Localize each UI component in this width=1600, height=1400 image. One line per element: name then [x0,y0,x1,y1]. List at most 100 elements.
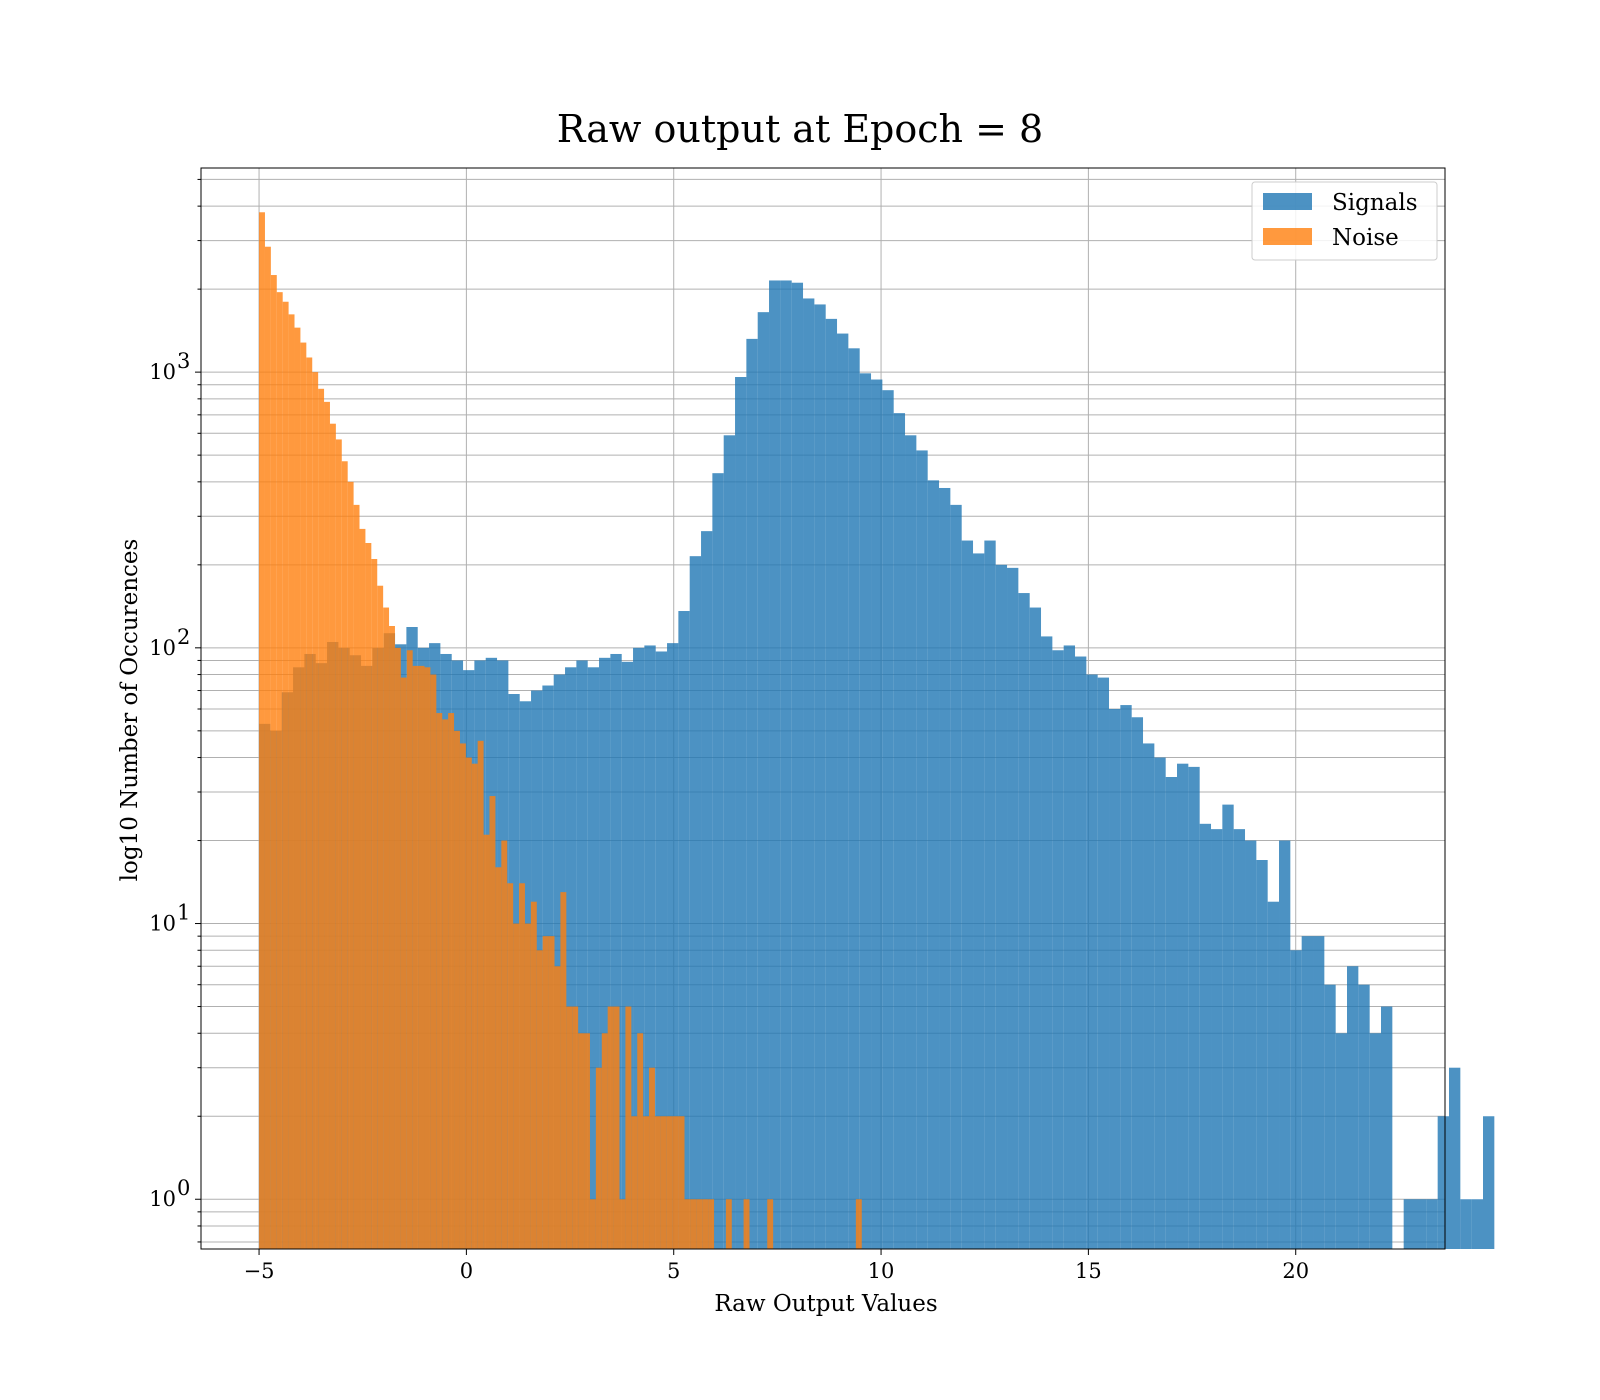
bar-signals [1426,1199,1438,1249]
bar-noise [371,558,378,1249]
bar-noise [341,461,348,1249]
bar-noise [649,1067,655,1249]
bar-noise [613,1006,620,1249]
bar-signals [814,304,826,1249]
bar-signals [1358,984,1370,1249]
bar-noise [767,1199,774,1249]
bar-signals [633,647,645,1249]
bar-signals [1177,763,1189,1249]
bar-noise [424,667,431,1249]
bar-signals [1143,743,1155,1249]
y-tick-label: 10 [149,636,176,660]
bar-signals [1449,1067,1461,1249]
bar-signals [1290,950,1302,1249]
bar-signals [587,667,600,1249]
bar-signals [644,645,656,1249]
bar-noise [329,423,336,1249]
bar-signals [735,377,747,1249]
bar-noise [347,481,354,1249]
bar-signals [712,473,724,1249]
bar-signals [1075,656,1087,1249]
bar-signals [1301,936,1314,1249]
bar-signals [1415,1199,1427,1249]
bar-signals [1369,1033,1382,1249]
bar-signals [678,611,690,1249]
bar-noise [542,936,549,1249]
bar-noise [619,1199,626,1249]
bar-noise [365,543,372,1249]
bar-noise [566,1006,573,1249]
bar-noise [259,212,265,1249]
bar-signals [1313,936,1325,1249]
legend-swatch-signals [1263,193,1312,210]
bar-noise [601,1033,608,1249]
x-axis-label: Raw Output Values [714,1291,937,1317]
bar-noise [324,401,330,1250]
x-tick-label: 10 [868,1259,895,1283]
bar-noise [353,504,360,1249]
bar-signals [621,661,634,1249]
bar-signals [1018,593,1030,1249]
bar-noise [454,730,460,1249]
bar-signals [769,280,781,1249]
bar-signals [927,480,940,1249]
bar-noise [495,867,502,1249]
bar-noise [471,763,478,1249]
bar-noise [335,439,342,1249]
bar-noise [400,677,407,1249]
bar-signals [1029,607,1042,1249]
bar-noise [554,966,561,1249]
bar-signals [825,318,838,1249]
bar-signals [1335,1033,1348,1249]
histogram-bars [259,212,1495,1250]
bar-noise [412,665,419,1249]
bar-noise [690,1199,697,1249]
bar-noise [643,1116,650,1249]
legend: Signals Noise [1251,181,1438,261]
bar-noise [383,607,390,1249]
y-tick-label-exponent: 2 [177,625,190,649]
bar-signals [848,348,860,1250]
bar-noise [389,626,395,1249]
bar-signals [893,413,906,1249]
x-tick-label: 5 [667,1259,680,1283]
bar-noise [725,1199,732,1249]
bar-noise [264,246,271,1249]
bar-noise [459,743,466,1249]
bar-noise [318,388,325,1249]
bar-noise [607,1006,614,1249]
bar-signals [1109,708,1121,1249]
bar-noise [483,834,490,1249]
bar-signals [1460,1199,1472,1249]
bar-noise [489,796,496,1249]
bar-noise [560,892,567,1249]
bar-signals [995,564,1008,1249]
bar-noise [684,1199,691,1249]
y-axis-label: log10 Number of Occurences [117,539,143,882]
bar-noise [666,1116,673,1249]
bar-noise [418,665,425,1249]
bar-noise [442,719,449,1249]
bar-noise [572,1006,579,1249]
bar-signals [1041,636,1053,1249]
bar-noise [300,342,307,1250]
bar-signals [803,298,815,1249]
bar-signals [1120,705,1132,1249]
bar-signals [576,660,588,1249]
bar-signals [701,531,713,1249]
bar-signals [1052,650,1064,1249]
bar-noise [436,713,443,1249]
bar-noise [743,1199,750,1249]
bar-noise [507,883,514,1249]
bar-signals [667,643,679,1249]
bar-signals [1267,901,1280,1249]
bar-signals [1222,804,1234,1249]
bar-signals [610,653,622,1249]
bar-noise [855,1199,862,1249]
bar-noise [377,585,384,1249]
bar-signals [1279,840,1291,1249]
bar-noise [708,1199,715,1249]
x-tick-label: 0 [460,1259,473,1283]
